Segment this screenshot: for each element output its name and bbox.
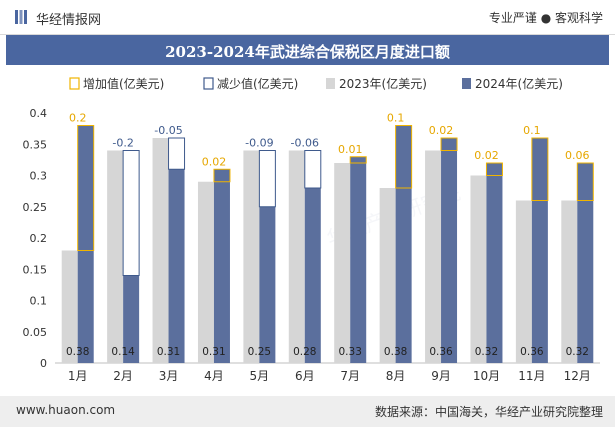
legend-2024-swatch bbox=[462, 78, 471, 89]
bar-2023 bbox=[379, 188, 396, 363]
change-label: 0.02 bbox=[474, 149, 499, 162]
y-tick-label: 0.35 bbox=[23, 138, 48, 151]
x-tick-label: 1月 bbox=[68, 369, 88, 383]
value-label-2024: 0.28 bbox=[293, 346, 316, 358]
increase-outline bbox=[531, 137, 549, 201]
title-bar: 2023-2024年武进综合保税区月度进口额 bbox=[6, 35, 609, 65]
value-label-2024: 0.38 bbox=[384, 346, 407, 358]
bar-2024 bbox=[577, 163, 594, 363]
header-bar: 华经情报网 专业严谨 ● 客观科学 bbox=[0, 0, 615, 35]
bar-2023 bbox=[334, 163, 351, 363]
x-tick-label: 3月 bbox=[159, 369, 179, 383]
y-tick-label: 0.25 bbox=[23, 201, 48, 214]
website-link[interactable]: www.huaon.com bbox=[16, 403, 116, 417]
bar-2023 bbox=[152, 138, 169, 363]
bar-2023 bbox=[425, 150, 442, 363]
bar-2023 bbox=[107, 150, 124, 363]
bar-2024 bbox=[213, 169, 230, 363]
value-label-2024: 0.32 bbox=[475, 346, 498, 358]
bar-2023 bbox=[197, 181, 214, 363]
value-label-2024: 0.38 bbox=[66, 346, 89, 358]
chart-area: 增加值(亿美元)减少值(亿美元)2023年(亿美元)2024年(亿美元)华经产业… bbox=[23, 76, 600, 383]
legend-decrease-swatch bbox=[203, 77, 214, 90]
bar-2023 bbox=[243, 150, 260, 363]
decrease-outline bbox=[168, 137, 186, 170]
bar-2023 bbox=[61, 250, 78, 363]
change-label: 0.1 bbox=[387, 112, 405, 125]
y-tick-label: 0 bbox=[40, 357, 47, 370]
increase-outline bbox=[395, 125, 413, 189]
increase-outline bbox=[485, 162, 503, 176]
x-tick-label: 7月 bbox=[340, 369, 360, 383]
value-label-2024: 0.33 bbox=[339, 346, 362, 358]
change-label: -0.05 bbox=[154, 124, 182, 137]
tagline: 专业严谨 ● 客观科学 bbox=[488, 11, 603, 25]
y-tick-label: 0.4 bbox=[30, 107, 48, 120]
y-tick-label: 0.05 bbox=[23, 326, 48, 339]
bar-2024 bbox=[123, 275, 140, 363]
change-label: -0.09 bbox=[245, 137, 273, 150]
change-label: 0.06 bbox=[565, 149, 590, 162]
bar-2023 bbox=[561, 200, 578, 363]
increase-outline bbox=[576, 162, 594, 201]
chart-title: 2023-2024年武进综合保税区月度进口额 bbox=[165, 43, 450, 61]
increase-outline bbox=[349, 156, 367, 164]
value-label-2024: 0.36 bbox=[520, 346, 544, 358]
brand-name: 华经情报网 bbox=[36, 13, 102, 28]
bar-2024 bbox=[168, 169, 185, 363]
change-label: -0.06 bbox=[291, 137, 319, 150]
x-tick-label: 12月 bbox=[564, 369, 591, 383]
bar-2024 bbox=[304, 188, 321, 363]
change-label: 0.02 bbox=[202, 155, 227, 168]
bar-2024 bbox=[350, 156, 367, 363]
y-tick-label: 0.15 bbox=[23, 263, 48, 276]
value-label-2024: 0.25 bbox=[248, 346, 271, 358]
value-label-2024: 0.31 bbox=[157, 346, 180, 358]
bar-2024 bbox=[531, 138, 548, 363]
bar-2023 bbox=[515, 200, 532, 363]
increase-outline bbox=[440, 137, 458, 151]
change-label: 0.2 bbox=[69, 112, 87, 125]
bar-2024 bbox=[486, 163, 503, 363]
data-source: 数据来源：中国海关，华经产业研究院整理 bbox=[374, 405, 603, 419]
legend-2023-swatch bbox=[326, 78, 335, 89]
x-tick-label: 11月 bbox=[518, 369, 545, 383]
bar-2024 bbox=[259, 206, 276, 363]
value-label-2024: 0.31 bbox=[202, 346, 225, 358]
increase-outline bbox=[213, 168, 231, 183]
x-tick-label: 5月 bbox=[250, 369, 270, 383]
value-label-2024: 0.14 bbox=[111, 346, 135, 358]
decrease-outline bbox=[304, 150, 322, 189]
legend-label: 2023年(亿美元) bbox=[339, 76, 427, 91]
bar-2023 bbox=[470, 175, 487, 363]
x-tick-label: 10月 bbox=[473, 369, 500, 383]
footer-bar: www.huaon.com 数据来源：中国海关，华经产业研究院整理 bbox=[0, 396, 615, 427]
bar-2024 bbox=[77, 125, 94, 363]
change-label: 0.02 bbox=[429, 124, 454, 137]
bar-2023 bbox=[288, 150, 305, 363]
legend-label: 增加值(亿美元) bbox=[83, 76, 164, 91]
change-label: 0.01 bbox=[338, 143, 363, 156]
x-tick-label: 8月 bbox=[386, 369, 406, 383]
huajing-logo-icon bbox=[15, 10, 27, 24]
decrease-outline bbox=[258, 150, 276, 208]
change-label: 0.1 bbox=[523, 124, 541, 137]
y-tick-label: 0.1 bbox=[30, 295, 48, 308]
x-tick-label: 4月 bbox=[204, 369, 224, 383]
x-tick-label: 2月 bbox=[113, 369, 133, 383]
increase-outline bbox=[77, 125, 95, 251]
legend-label: 2024年(亿美元) bbox=[475, 76, 563, 91]
legend-label: 减少值(亿美元) bbox=[217, 76, 298, 91]
y-tick-label: 0.3 bbox=[30, 170, 48, 183]
bar-2024 bbox=[441, 138, 458, 363]
x-tick-label: 9月 bbox=[431, 369, 451, 383]
x-tick-label: 6月 bbox=[295, 369, 315, 383]
value-label-2024: 0.36 bbox=[429, 346, 453, 358]
change-label: -0.2 bbox=[112, 137, 133, 150]
y-tick-label: 0.2 bbox=[30, 232, 48, 245]
bar-2024 bbox=[395, 125, 412, 363]
decrease-outline bbox=[122, 150, 140, 276]
legend-increase-swatch bbox=[69, 77, 80, 90]
value-label-2024: 0.32 bbox=[566, 346, 589, 358]
